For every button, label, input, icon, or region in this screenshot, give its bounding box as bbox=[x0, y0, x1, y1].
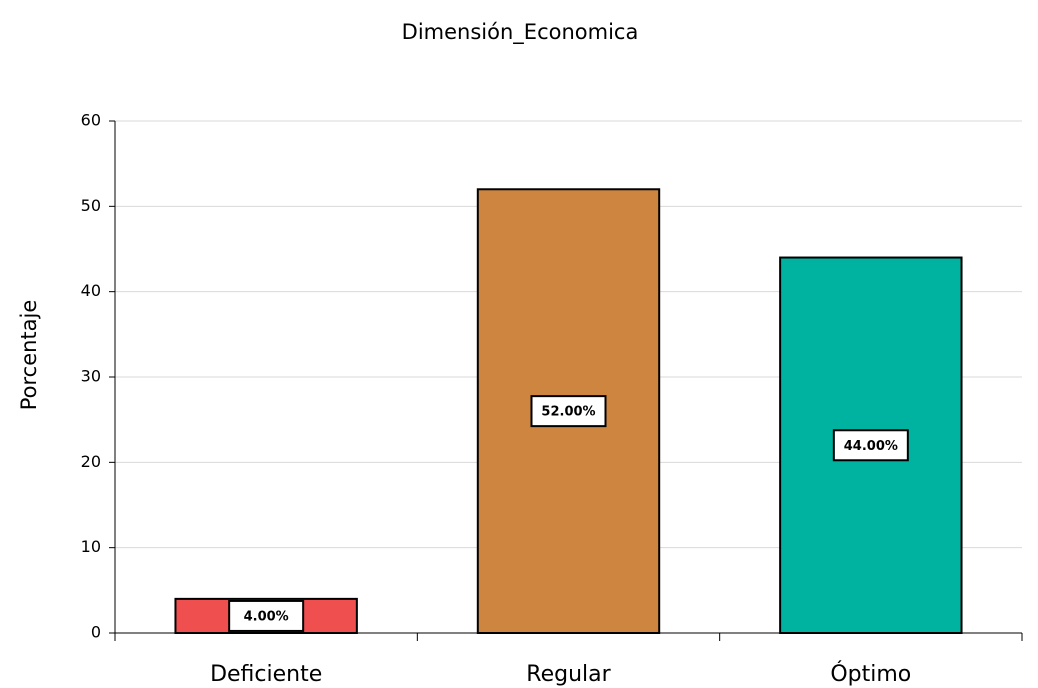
y-tick-label: 50 bbox=[81, 196, 101, 215]
data-label: 44.00% bbox=[844, 439, 898, 454]
data-label: 4.00% bbox=[244, 609, 289, 624]
y-tick-label: 30 bbox=[81, 367, 101, 386]
y-tick-label: 10 bbox=[81, 537, 101, 556]
x-tick-label: Deficiente bbox=[210, 662, 322, 687]
y-axis-label: Porcentaje bbox=[17, 300, 41, 411]
data-label-box bbox=[832, 429, 909, 462]
data-label: 52.00% bbox=[541, 405, 595, 420]
x-tick-label: Óptimo bbox=[830, 661, 911, 687]
data-label-box bbox=[530, 395, 607, 428]
y-tick-label: 0 bbox=[91, 623, 101, 642]
chart-title: Dimensión_Economica bbox=[402, 20, 639, 45]
y-tick-label: 20 bbox=[81, 452, 101, 471]
y-tick-label: 60 bbox=[81, 111, 101, 130]
y-tick-label: 40 bbox=[81, 281, 101, 300]
x-tick-label: Regular bbox=[526, 662, 611, 687]
data-label-box bbox=[228, 599, 305, 632]
